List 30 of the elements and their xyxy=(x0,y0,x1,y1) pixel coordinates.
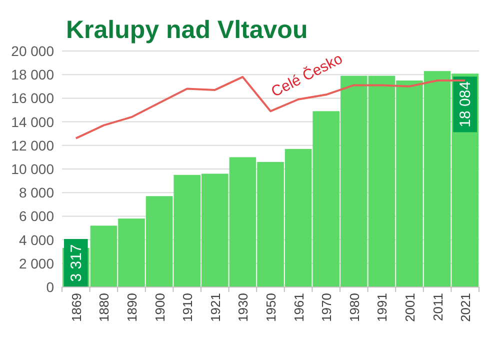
x-tick-label: 1869 xyxy=(68,293,84,322)
x-tick-label: 1880 xyxy=(96,293,112,322)
y-tick-label: 8 000 xyxy=(18,184,54,201)
y-tick-label: 2 000 xyxy=(18,255,54,272)
y-tick-label: 10 000 xyxy=(11,161,54,177)
chart-title: Kralupy nad Vltavou xyxy=(66,16,308,44)
y-tick-label: 18 000 xyxy=(11,66,54,83)
x-tick-label: 1991 xyxy=(374,293,390,322)
text: Celé Česko xyxy=(268,50,346,101)
x-tick-label: 1921 xyxy=(208,293,223,322)
x-tick-label: 1930 xyxy=(236,293,251,322)
y-tick-label: 16 000 xyxy=(11,90,54,106)
y-tick-label: 0 xyxy=(46,279,54,295)
x-tick-label: 1900 xyxy=(152,293,168,322)
x-tick-label: 2011 xyxy=(430,293,446,321)
x-tick-label: 1910 xyxy=(180,293,196,322)
x-tick-label: 1961 xyxy=(291,293,306,322)
data-label: 18 084 xyxy=(457,81,474,128)
y-tick-label: 6 000 xyxy=(18,208,54,224)
y-tick-label: 14 000 xyxy=(11,114,54,130)
x-tick-label: 2021 xyxy=(458,293,474,322)
data-label: 3 317 xyxy=(68,244,85,282)
x-tick-label: 1980 xyxy=(346,293,362,322)
x-tick-label: 1970 xyxy=(319,293,334,322)
y-tick-label: 20 000 xyxy=(11,43,54,59)
x-tick-label: 2001 xyxy=(402,293,418,322)
x-tick-label: 1890 xyxy=(124,293,140,322)
y-tick-label: 12 000 xyxy=(11,137,54,154)
x-tick-label: 1950 xyxy=(264,293,278,322)
y-tick-label: 4 000 xyxy=(18,232,54,248)
